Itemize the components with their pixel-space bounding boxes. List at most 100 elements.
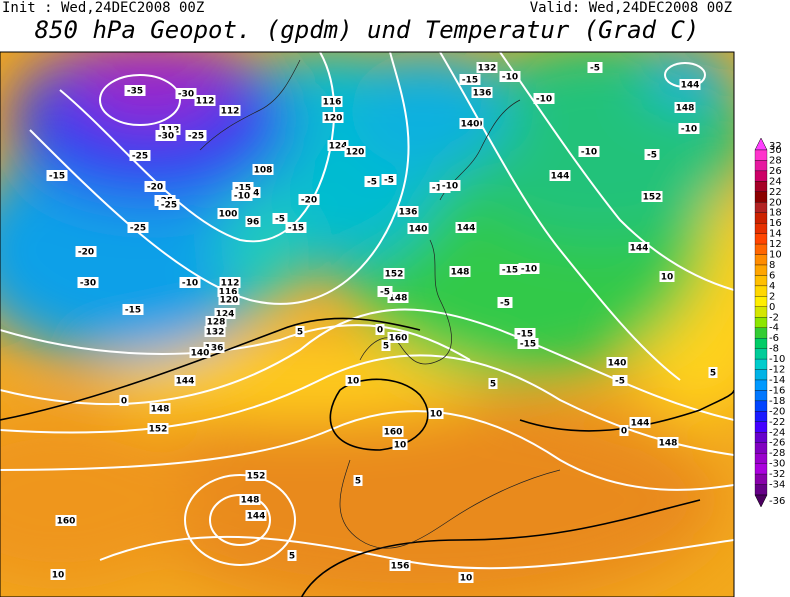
colorbar-cell	[754, 473, 768, 485]
geopotential-label: 128	[207, 318, 226, 328]
temperature-label: 5	[710, 369, 716, 379]
colorbar-label: 24	[769, 176, 782, 187]
geopotential-label: 112	[221, 107, 240, 117]
geopotential-label-box	[455, 222, 477, 233]
colorbar-cell	[754, 149, 768, 161]
colorbar-label: -20	[769, 406, 785, 417]
colorbar-cell	[754, 254, 768, 266]
geopotential-label-box	[383, 268, 405, 279]
colorbar-cell	[754, 453, 768, 464]
temperature-label-box	[272, 213, 288, 224]
temperature-label: -5	[647, 151, 657, 161]
colorbar-cell	[754, 317, 768, 328]
temperature-label-box	[124, 85, 146, 96]
colorbar-label: -30	[769, 459, 785, 470]
geopotential-label-box	[459, 118, 481, 129]
temperature-label: -5	[380, 288, 390, 298]
geopotential-label-box	[321, 96, 343, 107]
geopotential-label: 148	[151, 405, 170, 415]
temperature-label-box	[578, 146, 600, 157]
temperature-label-box	[75, 246, 97, 257]
geopotential-label: 144	[630, 244, 649, 254]
geopotential-label-box	[217, 286, 239, 297]
geopotential-label-box	[189, 347, 211, 358]
colorbar-label: -6	[769, 333, 779, 344]
temperature-label: -25	[161, 201, 177, 211]
map-frame	[0, 51, 735, 597]
colorbar-label: 6	[769, 270, 775, 281]
temperature-label-box	[50, 569, 66, 580]
colorbar-cell	[754, 484, 768, 496]
temperature-label: -15	[235, 184, 251, 194]
geopotential-label: 124	[329, 142, 348, 152]
temperature-label-box	[364, 176, 380, 187]
colorbar-label: -18	[769, 396, 785, 407]
temperature-label-box	[392, 439, 408, 450]
colorbar-cell	[754, 338, 768, 349]
colorbar-cell	[754, 233, 768, 245]
temperature-label: -20	[301, 196, 317, 206]
geopotential-label: 140	[191, 349, 210, 359]
colorbar-label: -14	[769, 375, 785, 386]
colorbar-cell	[754, 264, 768, 276]
temperature-label: -10	[681, 125, 697, 135]
temperature-label-box	[488, 378, 498, 389]
colorbar: 32302826242220181614121086420-2-4-6-8-10…	[754, 137, 785, 508]
colorbar-label: -26	[769, 438, 785, 449]
temperature-label: -15	[462, 76, 478, 86]
geopotential-label: 120	[324, 114, 343, 124]
temperature-label-box	[298, 194, 320, 205]
geopotential-label: 132	[478, 64, 497, 74]
colorbar-label: 0	[769, 302, 775, 313]
temperature-label-box	[179, 277, 201, 288]
colorbar-cell	[754, 421, 768, 433]
colorbar-cell	[754, 296, 768, 307]
geopotential-label: 120	[346, 148, 365, 158]
geopotential-label: 148	[659, 439, 678, 449]
temperature-label-box	[232, 182, 254, 193]
geopotential-label-box	[449, 266, 471, 277]
colorbar-label: -12	[769, 365, 785, 376]
colorbar-label: 28	[769, 155, 782, 166]
temperature-label: -20	[147, 183, 163, 193]
geopotential-label-box	[159, 124, 181, 135]
temperature-label: 10	[347, 377, 360, 387]
geopotential-label: 160	[389, 334, 408, 344]
temperature-label-box	[155, 130, 177, 141]
geopotential-label: 160	[384, 428, 403, 438]
colorbar-label: 2	[769, 291, 775, 302]
temperature-label: -5	[275, 215, 285, 225]
temperature-label: -5	[384, 176, 394, 186]
temperature-label-box	[514, 328, 536, 339]
temperature-label: -10	[442, 182, 458, 192]
temperature-label: 10	[430, 410, 443, 420]
geopotential-label-box	[641, 191, 663, 202]
geopotential-label-box	[147, 423, 169, 434]
temperature-label: -25	[188, 132, 204, 142]
colorbar-cell	[754, 181, 768, 192]
geopotential-label: 140	[608, 359, 627, 369]
geopotential-label: 120	[220, 296, 239, 306]
geopotential-label-box	[387, 332, 409, 343]
geopotential-label: 152	[149, 425, 168, 435]
temperature-label: -5	[590, 64, 600, 74]
temperature-label: -35	[127, 87, 143, 97]
geopotential-label: 144	[247, 512, 266, 522]
geopotential-label: 144	[457, 224, 476, 234]
colorbar-cell	[754, 379, 768, 391]
geopotential-label-box	[327, 140, 349, 151]
geopotential-label: 108	[254, 166, 273, 176]
geopotential-label: 148	[241, 496, 260, 506]
geopotential-label-box	[606, 357, 628, 368]
colorbar-cell	[754, 400, 768, 412]
colorbar-label: -22	[769, 417, 785, 428]
geopotential-label-box	[389, 560, 411, 571]
geopotential-label: 160	[57, 517, 76, 527]
temperature-label-box	[381, 340, 391, 351]
temperature-label-box	[185, 130, 207, 141]
colorbar-cell	[754, 358, 768, 370]
geopotential-label: 112	[221, 279, 240, 289]
temperature-label: 5	[383, 342, 389, 352]
geopotential-label-box	[549, 170, 571, 181]
